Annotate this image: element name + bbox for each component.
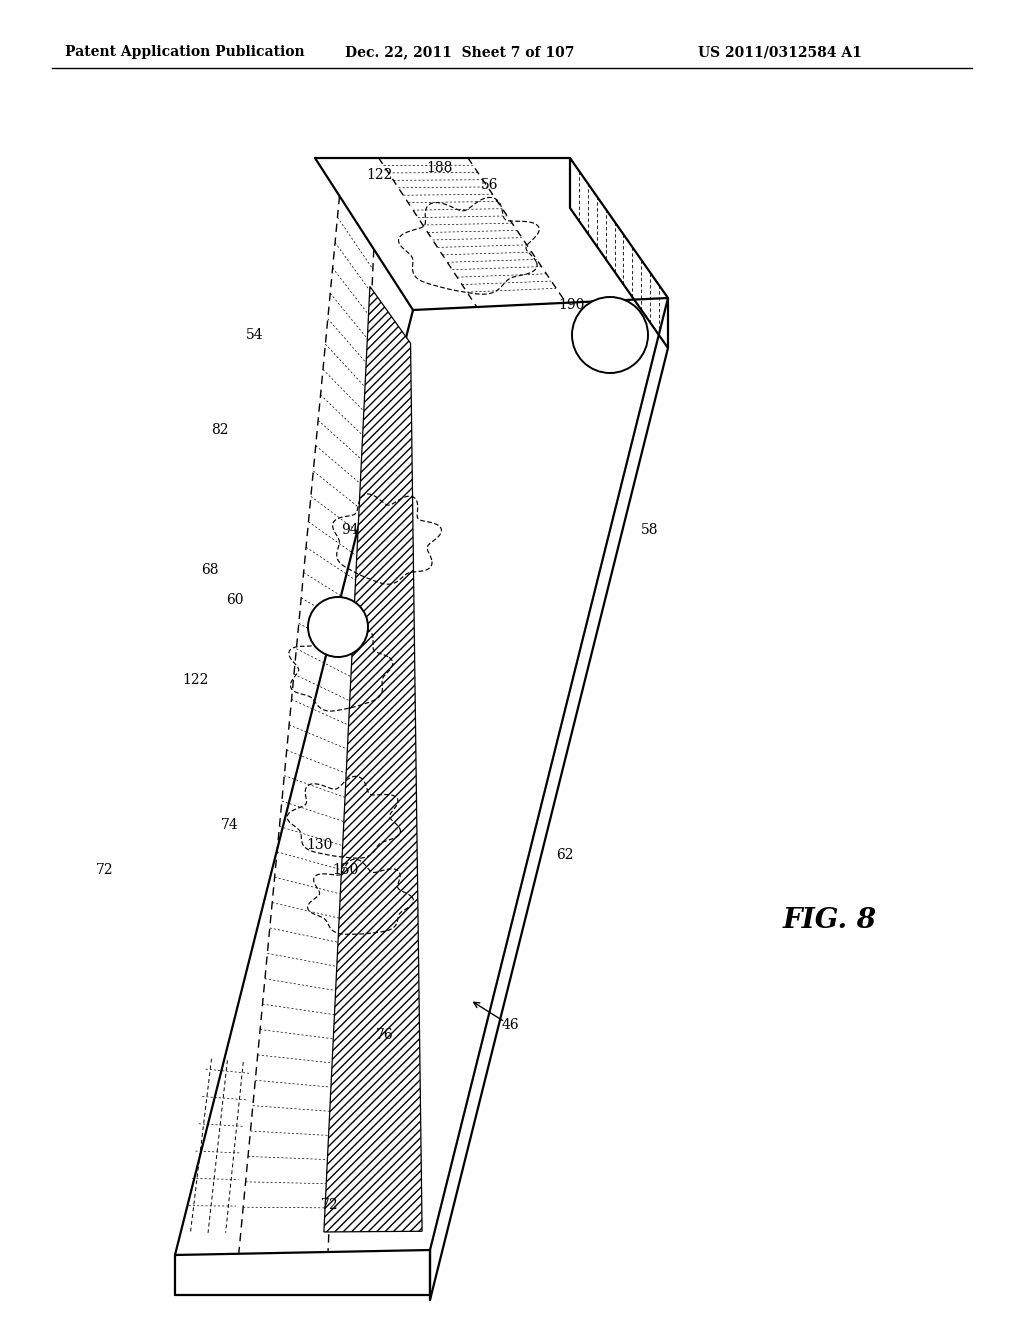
Text: 190: 190 [559, 298, 585, 312]
Text: 46: 46 [501, 1018, 519, 1032]
Polygon shape [324, 286, 422, 1232]
Text: 122: 122 [367, 168, 393, 182]
Text: 72: 72 [96, 863, 114, 876]
Text: US 2011/0312584 A1: US 2011/0312584 A1 [698, 45, 862, 59]
Circle shape [572, 297, 648, 374]
Text: 76: 76 [376, 1028, 394, 1041]
Text: 72: 72 [322, 1199, 339, 1212]
Text: 54: 54 [246, 327, 264, 342]
Text: 82: 82 [211, 422, 228, 437]
Text: Dec. 22, 2011  Sheet 7 of 107: Dec. 22, 2011 Sheet 7 of 107 [345, 45, 574, 59]
Text: 56: 56 [481, 178, 499, 191]
Text: 62: 62 [556, 847, 573, 862]
Text: 58: 58 [641, 523, 658, 537]
Text: FIG. 8: FIG. 8 [783, 907, 877, 933]
Text: 188: 188 [427, 161, 454, 176]
Text: 60: 60 [226, 593, 244, 607]
Text: 74: 74 [221, 818, 239, 832]
Text: 68: 68 [202, 564, 219, 577]
Text: 150: 150 [332, 863, 358, 876]
Text: 94: 94 [341, 523, 358, 537]
Circle shape [308, 597, 368, 657]
Text: 122: 122 [182, 673, 208, 686]
Text: 130: 130 [307, 838, 333, 851]
Text: Patent Application Publication: Patent Application Publication [66, 45, 305, 59]
